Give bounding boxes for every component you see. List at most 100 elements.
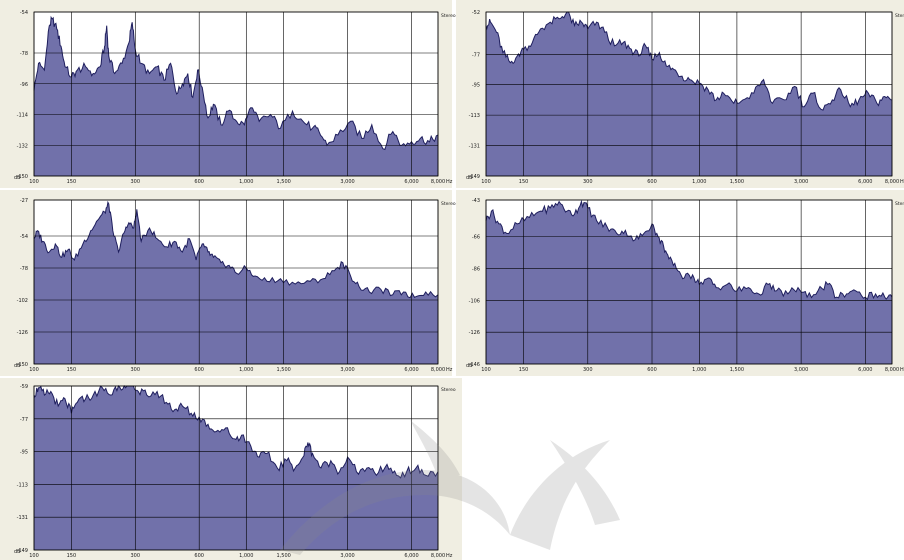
y-tick-label: -95 — [472, 83, 480, 89]
y-tick-label: -113 — [469, 113, 480, 119]
x-tick-label: 6,000 — [858, 179, 872, 185]
x-tick-label: 8,000 — [885, 367, 899, 373]
x-tick-label: 6,000 — [404, 179, 418, 185]
x-tick-label: 1,500 — [730, 367, 744, 373]
y-tick-label: -43 — [472, 198, 480, 204]
x-tick-label: 1,000 — [239, 553, 253, 559]
y-tick-label: -27 — [20, 198, 28, 204]
y-tick-label: -52 — [472, 10, 480, 16]
plot-border — [485, 199, 893, 365]
plot-border — [33, 385, 439, 551]
y-tick-label: -77 — [20, 417, 28, 423]
x-tick-label: 1,500 — [277, 553, 291, 559]
plot-border — [33, 11, 439, 177]
x-tick-label: 600 — [647, 179, 657, 185]
x-tick-label: 1,500 — [277, 367, 291, 373]
x-tick-label: 300 — [131, 179, 141, 185]
y-tick-label: -132 — [17, 143, 28, 149]
y-tick-label: -150 — [17, 174, 28, 180]
y-tick-label: -102 — [17, 298, 28, 304]
channel-label: Stereo — [441, 13, 456, 19]
y-tick-label: -131 — [469, 144, 480, 150]
spectrum-line — [33, 200, 439, 299]
y-tick-label: -113 — [17, 482, 28, 488]
x-tick-label: 600 — [194, 179, 204, 185]
plot-border — [33, 199, 439, 365]
x-tick-label: 8,000 — [885, 179, 899, 185]
y-tick-label: -66 — [472, 235, 480, 241]
db-unit-label: dB — [466, 363, 473, 369]
x-tick-label: 3,000 — [794, 367, 808, 373]
y-tick-label: -150 — [17, 362, 28, 368]
spectrum-line — [485, 11, 893, 111]
x-tick-label: 600 — [194, 553, 204, 559]
hz-unit-label: Hz — [446, 179, 453, 185]
hz-unit-label: Hz — [900, 367, 904, 373]
y-tick-label: -77 — [472, 52, 480, 58]
x-tick-label: 8,000 — [431, 179, 445, 185]
x-tick-label: 6,000 — [404, 367, 418, 373]
x-tick-label: 150 — [67, 553, 77, 559]
hz-unit-label: Hz — [446, 553, 453, 559]
x-tick-label: 100 — [29, 553, 39, 559]
x-tick-label: 150 — [519, 367, 529, 373]
y-tick-label: -86 — [472, 266, 480, 272]
y-tick-label: -126 — [17, 330, 28, 336]
x-tick-label: 3,000 — [340, 367, 354, 373]
db-unit-label: dB — [466, 175, 473, 181]
x-tick-label: 1,500 — [277, 179, 291, 185]
y-tick-label: -114 — [17, 113, 28, 119]
x-tick-label: 100 — [481, 367, 491, 373]
y-tick-label: -59 — [20, 384, 28, 390]
x-tick-label: 1,000 — [692, 367, 706, 373]
y-tick-label: -149 — [469, 174, 480, 180]
x-tick-label: 3,000 — [794, 179, 808, 185]
y-tick-label: -78 — [20, 51, 28, 57]
x-tick-label: 1,000 — [692, 179, 706, 185]
x-tick-label: 6,000 — [858, 367, 872, 373]
x-tick-label: 6,000 — [404, 553, 418, 559]
hz-unit-label: Hz — [446, 367, 453, 373]
channel-label: Stereo — [441, 201, 456, 207]
x-tick-label: 300 — [131, 553, 141, 559]
x-tick-label: 8,000 — [431, 553, 445, 559]
channel-label: Stereo — [441, 387, 456, 393]
x-tick-label: 100 — [29, 179, 39, 185]
x-tick-label: 100 — [29, 367, 39, 373]
x-tick-label: 300 — [583, 179, 593, 185]
x-tick-label: 150 — [519, 179, 529, 185]
x-tick-label: 300 — [583, 367, 593, 373]
x-tick-label: 8,000 — [431, 367, 445, 373]
x-tick-label: 3,000 — [340, 179, 354, 185]
y-tick-label: -126 — [469, 330, 480, 336]
y-tick-label: -54 — [20, 234, 28, 240]
x-tick-label: 600 — [194, 367, 204, 373]
x-tick-label: 100 — [481, 179, 491, 185]
db-unit-label: dB — [14, 549, 21, 555]
y-tick-label: -95 — [20, 450, 28, 456]
x-tick-label: 1,500 — [730, 179, 744, 185]
channel-label: Stereo — [895, 201, 904, 207]
y-tick-label: -106 — [469, 298, 480, 304]
y-tick-label: -54 — [20, 10, 28, 16]
y-tick-label: -78 — [20, 266, 28, 272]
x-tick-label: 1,000 — [239, 179, 253, 185]
spectrum-line — [33, 385, 439, 479]
y-tick-label: -146 — [469, 362, 480, 368]
spectrum-line — [33, 15, 439, 151]
plot-border — [485, 11, 893, 177]
db-unit-label: dB — [14, 363, 21, 369]
x-tick-label: 300 — [131, 367, 141, 373]
hz-unit-label: Hz — [900, 179, 904, 185]
x-tick-label: 1,000 — [239, 367, 253, 373]
x-tick-label: 150 — [67, 179, 77, 185]
channel-label: Stereo — [895, 13, 904, 19]
x-tick-label: 600 — [647, 367, 657, 373]
y-tick-label: -96 — [20, 82, 28, 88]
x-tick-label: 150 — [67, 367, 77, 373]
